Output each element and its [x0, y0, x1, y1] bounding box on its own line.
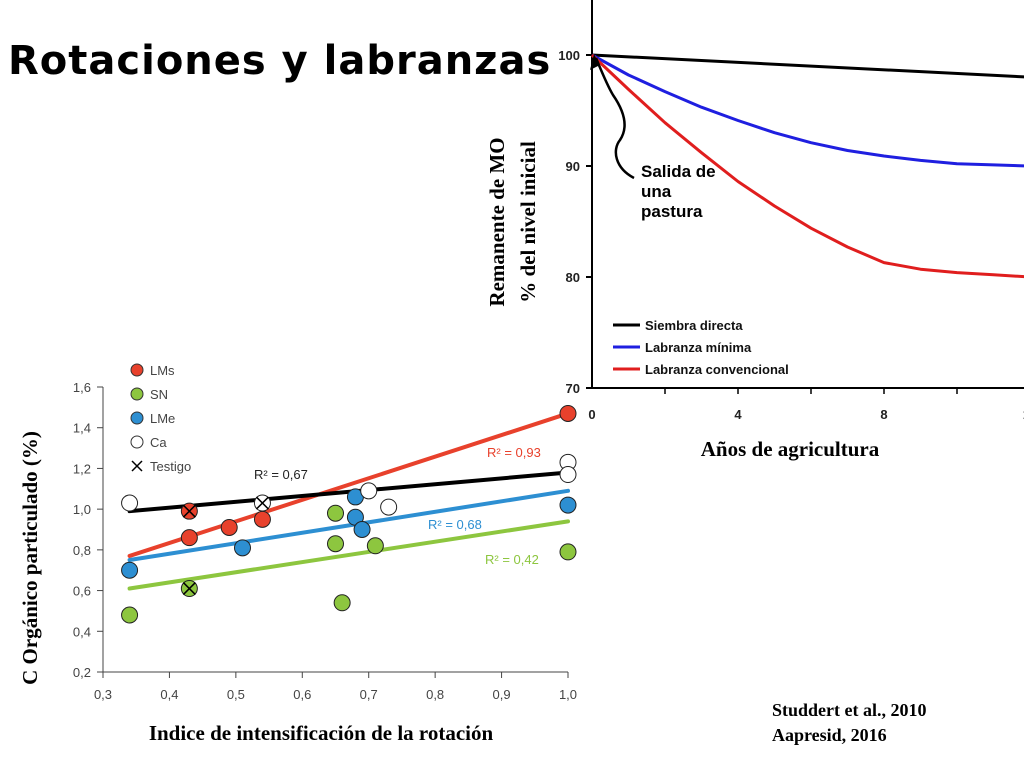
- scatter-x-tick-label: 0,3: [94, 687, 112, 702]
- point-lme: [121, 561, 139, 579]
- line-x-tick-label: 4: [734, 407, 742, 422]
- legend-marker-testigo: [131, 460, 143, 472]
- legend-label-lme: LMe: [150, 411, 175, 426]
- point-lme: [234, 539, 251, 557]
- line-x-tick-label: 0: [588, 407, 595, 422]
- line-y-axis-label-1: Remanente de MO: [485, 137, 509, 306]
- line-x-axis-label: Años de agricultura: [701, 437, 880, 461]
- citations: Studdert et al., 2010 Aapresid, 2016: [772, 698, 927, 748]
- series-line-2: [591, 53, 1024, 168]
- legend-marker-sn: [130, 387, 144, 401]
- point-sn: [366, 537, 384, 555]
- fit-line-lme: [127, 488, 570, 563]
- annotation-arrowhead: [590, 54, 604, 74]
- r2-label-lme: R² = 0,68: [428, 517, 482, 532]
- line-x-tick-label: 8: [880, 407, 887, 422]
- legend-label-2: Labranza mínima: [645, 340, 752, 355]
- scatter-y-tick-label: 0,4: [73, 624, 91, 639]
- scatter-chart: 0,3 0,4 0,5 0,6 0,7 0,8 0,9 1,0 0,2 0,4 0,6 0,8 1,0 1…: [18, 363, 577, 745]
- series-line-1: [591, 53, 1024, 79]
- citation-1: Studdert et al., 2010: [772, 700, 927, 720]
- legend-label-lms: LMs: [150, 363, 175, 378]
- point-testigo: [182, 504, 196, 518]
- annotation-text-1: Salida de: [641, 162, 716, 181]
- point-ca: [380, 498, 398, 516]
- point-testigo: [255, 496, 269, 510]
- series-line-3: [590, 53, 1024, 279]
- slide-title: Rotaciones y labranzas: [8, 38, 552, 84]
- line-y-tick-label: 90: [566, 159, 580, 174]
- line-chart: 70 80 90 100 0 4 8 12 Años de agricultura Remanen…: [485, 0, 1024, 461]
- legend-label-1: Siembra directa: [645, 318, 743, 333]
- scatter-y-tick-label: 1,4: [73, 421, 91, 436]
- scatter-y-tick-label: 0,2: [73, 665, 91, 680]
- point-lme: [559, 496, 577, 514]
- point-lms: [559, 404, 577, 422]
- annotation-text-2: una: [641, 182, 672, 201]
- legend-label-ca: Ca: [150, 435, 167, 450]
- line-y-tick-label: 100: [558, 48, 580, 63]
- scatter-x-tick-label: 1,0: [559, 687, 577, 702]
- scatter-y-tick-label: 1,0: [73, 502, 91, 517]
- scatter-y-tick-label: 0,6: [73, 584, 91, 599]
- line-y-tick-label: 80: [566, 270, 580, 285]
- fit-line-sn: [127, 519, 570, 591]
- legend-marker-lms: [130, 363, 144, 377]
- scatter-x-tick-label: 0,4: [160, 687, 178, 702]
- scatter-x-tick-label: 0,7: [360, 687, 378, 702]
- scatter-y-tick-label: 1,2: [73, 461, 91, 476]
- annotation-arrow: [594, 57, 635, 180]
- r2-label-ca: R² = 0,67: [254, 467, 308, 482]
- point-lms: [253, 510, 271, 528]
- scatter-y-tick-label: 0,8: [73, 543, 91, 558]
- scatter-x-tick-label: 0,9: [493, 687, 511, 702]
- r2-label-lms: R² = 0,93: [487, 445, 541, 460]
- annotation-text-3: pastura: [641, 202, 703, 221]
- scatter-x-tick-label: 0,6: [293, 687, 311, 702]
- r2-label-sn: R² = 0,42: [485, 552, 539, 567]
- point-sn: [327, 535, 344, 553]
- point-ca: [559, 466, 577, 484]
- scatter-y-axis-label: C Orgánico particulado (%): [18, 431, 42, 685]
- point-sn: [327, 504, 344, 522]
- citation-2: Aapresid, 2016: [772, 725, 887, 745]
- point-lms: [180, 529, 198, 547]
- point-sn: [559, 543, 577, 561]
- point-ca: [360, 482, 378, 500]
- point-lme: [353, 521, 371, 538]
- scatter-y-tick-label: 1,6: [73, 380, 91, 395]
- legend-marker-lme: [130, 411, 144, 425]
- point-ca: [121, 494, 139, 512]
- scatter-x-tick-label: 0,8: [426, 687, 444, 702]
- point-lms: [220, 518, 238, 536]
- line-y-tick-label: 70: [566, 381, 580, 396]
- point-sn: [121, 606, 139, 624]
- legend-marker-ca: [130, 435, 144, 449]
- line-y-axis-label-2: % del nivel inicial: [516, 141, 540, 303]
- point-sn: [333, 594, 351, 612]
- legend-label-sn: SN: [150, 387, 168, 402]
- legend-label-3: Labranza convencional: [645, 362, 789, 377]
- scatter-x-tick-label: 0,5: [227, 687, 245, 702]
- point-testigo: [182, 582, 196, 596]
- scatter-x-axis-label: Indice de intensificación de la rotación: [149, 721, 494, 745]
- fit-line-lms: [127, 411, 570, 558]
- legend-label-testigo: Testigo: [150, 459, 191, 474]
- line-x-tick-label: 12: [1023, 407, 1024, 422]
